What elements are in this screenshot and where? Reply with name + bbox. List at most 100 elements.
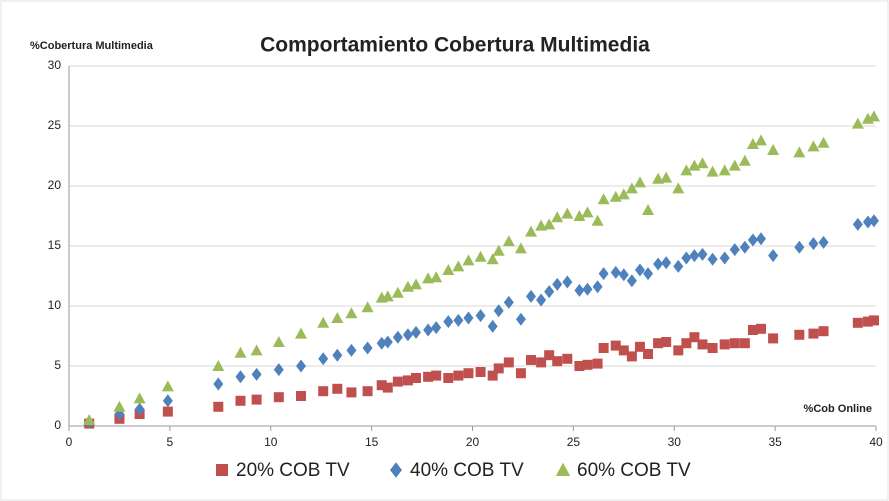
legend-marker: [390, 462, 402, 478]
point: [851, 117, 864, 129]
point: [574, 361, 585, 371]
point: [296, 359, 307, 373]
point: [598, 343, 609, 353]
point: [706, 165, 719, 177]
point: [592, 358, 603, 369]
point: [661, 256, 672, 270]
point: [633, 176, 646, 188]
point: [794, 240, 805, 254]
point: [423, 371, 434, 382]
y-axis-label: %Cobertura Multimedia: [30, 40, 154, 52]
point: [642, 204, 655, 215]
x-axis-label: %Cob Online: [804, 403, 872, 415]
point: [634, 263, 645, 277]
point: [672, 182, 685, 194]
point: [581, 206, 594, 218]
point: [443, 315, 454, 329]
point: [411, 373, 422, 383]
point: [250, 344, 263, 356]
point: [689, 249, 700, 263]
point: [661, 337, 672, 347]
x-tick-label: 10: [264, 435, 278, 449]
legend-label: 20% COB TV: [236, 460, 350, 481]
y-tick-label: 10: [48, 298, 62, 312]
chart-title: Comportamiento Cobertura Multimedia: [260, 34, 650, 57]
point: [689, 332, 700, 343]
point: [402, 328, 413, 342]
point: [697, 247, 708, 261]
x-tick-label: 15: [365, 435, 379, 449]
point: [392, 330, 403, 344]
point: [493, 363, 504, 374]
point: [430, 271, 443, 283]
point: [381, 290, 394, 302]
point: [251, 367, 262, 381]
point: [739, 240, 750, 254]
point: [755, 134, 768, 146]
point: [625, 182, 638, 194]
point: [653, 338, 664, 349]
point: [361, 301, 374, 313]
point: [862, 316, 873, 327]
point: [543, 218, 556, 230]
point: [868, 214, 879, 228]
point: [486, 253, 499, 265]
point: [561, 207, 574, 219]
point: [862, 215, 873, 229]
point: [617, 188, 630, 200]
legend-label: 60% COB TV: [577, 460, 691, 481]
point: [729, 243, 740, 257]
point: [514, 242, 527, 254]
point: [443, 373, 454, 383]
point: [680, 164, 693, 176]
point: [868, 315, 879, 326]
point: [463, 311, 474, 325]
point: [296, 391, 307, 401]
point: [867, 110, 880, 122]
point: [756, 232, 767, 246]
point: [162, 394, 173, 408]
point: [526, 355, 537, 365]
y-tick-label: 15: [48, 238, 62, 252]
point: [597, 193, 610, 205]
point: [852, 317, 863, 328]
point: [768, 333, 779, 344]
point: [346, 387, 357, 398]
point: [551, 211, 564, 223]
point: [502, 235, 515, 247]
point: [719, 251, 730, 265]
point: [643, 267, 654, 281]
point: [162, 406, 173, 417]
point: [134, 402, 145, 416]
point: [818, 235, 829, 249]
point: [474, 250, 487, 262]
point: [133, 392, 146, 404]
point: [391, 286, 404, 298]
point: [212, 360, 225, 371]
point: [235, 395, 246, 406]
point: [234, 346, 247, 358]
point: [213, 377, 224, 391]
point: [718, 164, 731, 176]
point: [411, 325, 422, 339]
point: [83, 414, 96, 425]
point: [453, 313, 464, 327]
point: [273, 363, 284, 377]
point: [410, 278, 423, 290]
point: [272, 336, 285, 347]
point: [626, 274, 637, 288]
point: [746, 138, 759, 149]
point: [610, 265, 621, 279]
y-tick-label: 30: [48, 58, 62, 72]
point: [503, 357, 514, 368]
point: [462, 254, 475, 266]
point: [574, 283, 585, 297]
point: [402, 375, 413, 386]
point: [582, 282, 593, 296]
point: [707, 343, 718, 353]
y-tick-label: 0: [54, 418, 61, 432]
point: [536, 357, 547, 368]
point: [618, 345, 629, 356]
point: [332, 348, 343, 362]
